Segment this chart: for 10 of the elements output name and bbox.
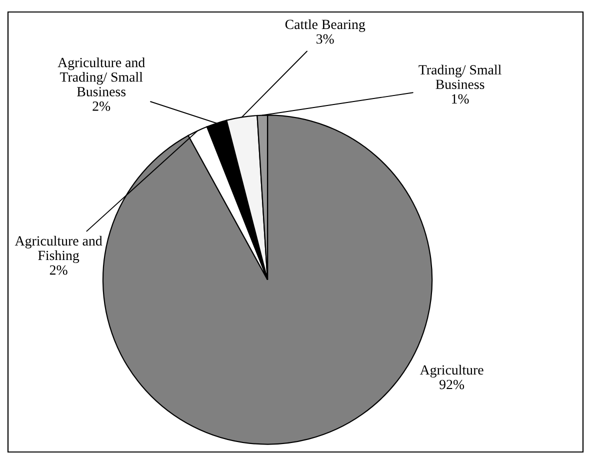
data-label: 3%: [316, 34, 334, 44]
slice-label: Trading/ Small Business: [418, 64, 502, 90]
slice-label: Agriculture and Trading/ Small Business: [58, 57, 145, 96]
slice-label: Cattle Bearing: [285, 19, 366, 32]
data-label: 2%: [92, 101, 110, 111]
data-label: 2%: [50, 265, 68, 275]
slice-label: Agriculture and Fishing: [14, 236, 102, 264]
slice-label: Agriculture: [420, 364, 484, 378]
data-label: 92%: [440, 380, 464, 390]
data-label: 1%: [452, 94, 469, 104]
